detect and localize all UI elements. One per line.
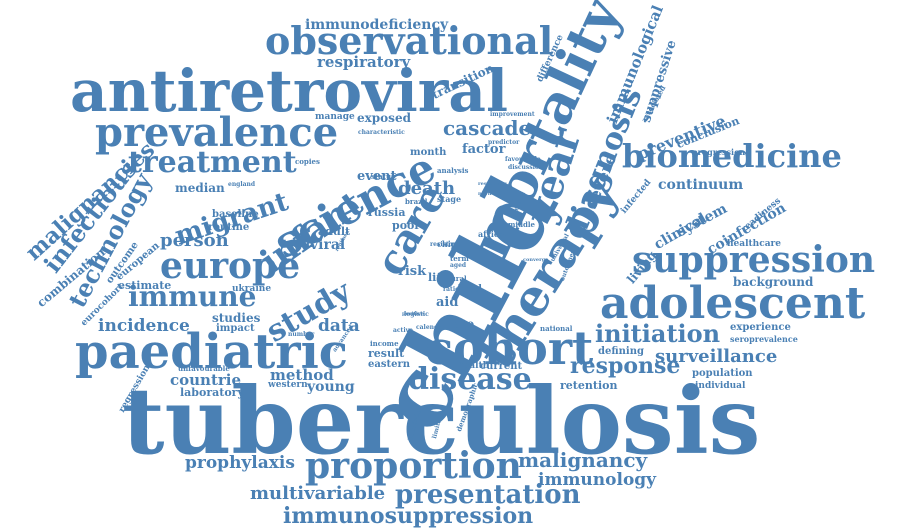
word: exposed	[357, 112, 411, 124]
word: trend	[283, 240, 314, 250]
word: aged	[450, 263, 466, 269]
word: western	[268, 381, 308, 390]
word: rate	[447, 318, 474, 330]
word: cascade	[443, 118, 531, 138]
word: young	[307, 380, 355, 394]
word: experience	[730, 323, 791, 333]
word: eastern	[368, 360, 410, 370]
word: copies	[295, 158, 320, 165]
word: progression	[692, 148, 745, 156]
word: national	[540, 325, 572, 332]
word: median	[175, 182, 225, 194]
word: improvement	[490, 112, 535, 118]
word: ratio	[443, 287, 459, 293]
word: load	[458, 285, 482, 295]
word: person	[160, 232, 229, 250]
word: malignancy	[518, 450, 647, 470]
word: aid	[436, 296, 458, 309]
word: respiratory	[317, 55, 410, 70]
word: characteristic	[358, 130, 405, 136]
word: unfavourable	[178, 365, 230, 372]
word: positive	[402, 312, 424, 317]
word: stage	[437, 195, 461, 203]
word: prophylaxis	[185, 455, 295, 472]
word: defining	[598, 347, 644, 357]
word: ukraine	[232, 285, 271, 294]
word: status	[371, 173, 395, 180]
word: manage	[315, 113, 355, 122]
word: healthcare	[727, 240, 781, 249]
word: analysis	[437, 167, 468, 174]
word: immunosuppression	[283, 505, 533, 527]
word: middle	[508, 221, 535, 228]
word: multivariable	[250, 485, 385, 503]
word: nevirapine	[478, 192, 508, 197]
word: initiation	[595, 322, 720, 346]
word: life	[428, 272, 448, 283]
word: continuum	[658, 178, 743, 192]
word: retention	[560, 380, 617, 391]
word: converge	[523, 258, 548, 263]
word: africa	[478, 230, 504, 238]
word: england	[228, 182, 255, 188]
word: income	[370, 340, 399, 347]
word: resistant	[430, 242, 460, 248]
word: active	[393, 328, 413, 334]
word: immunology	[538, 472, 656, 489]
word: number	[288, 332, 314, 338]
word: russia	[368, 207, 406, 218]
word: proportion	[305, 448, 522, 484]
word: risk	[398, 265, 426, 278]
word: background	[733, 276, 813, 288]
word: estimate	[118, 280, 171, 291]
word: result	[368, 348, 404, 359]
word: routine	[208, 223, 249, 233]
word: calendar	[416, 325, 445, 331]
word: baseline	[212, 210, 259, 220]
word: term	[450, 255, 469, 262]
word: population	[692, 369, 753, 379]
word: predictor	[488, 140, 519, 146]
word: impact	[216, 324, 255, 334]
word: surveillance	[655, 348, 777, 366]
word: individual	[695, 382, 745, 391]
word: seroprevalence	[730, 335, 798, 343]
word: laboratory	[180, 387, 244, 398]
word: poor	[392, 220, 420, 231]
word: responder	[478, 182, 506, 187]
word: immunodeficiency	[305, 18, 448, 32]
word: brazil	[405, 198, 427, 205]
word: rural	[447, 275, 467, 282]
word: discussion	[508, 165, 543, 171]
word: incidence	[98, 318, 190, 335]
word: month	[410, 148, 446, 158]
word: favourable	[505, 157, 541, 163]
word: health	[457, 362, 489, 371]
